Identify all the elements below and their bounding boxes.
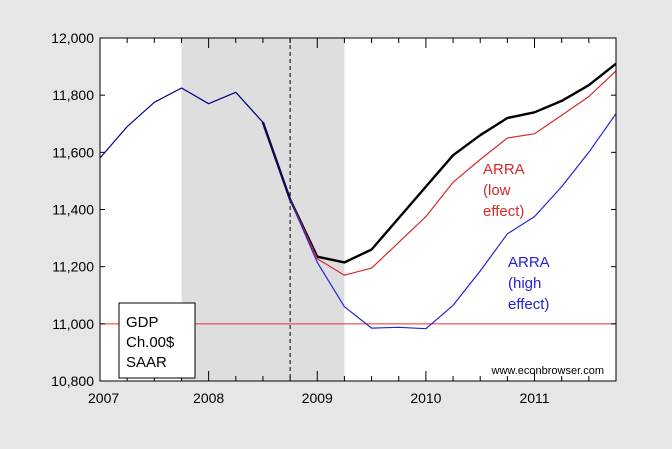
recession-shading [181,38,345,381]
y-tick-label: 11,200 [52,259,94,275]
annotation-high-line: effect) [508,296,549,313]
y-tick-label: 11,600 [52,144,94,160]
y-tick-label: 11,800 [52,87,94,103]
x-tick-label: 2008 [193,390,224,406]
y-tick-label: 11,000 [52,316,94,332]
series-line-0 [261,62,617,264]
series-line-3 [99,87,291,200]
x-tick-label: 2010 [410,390,441,406]
y-tick-label: 12,000 [51,30,94,46]
legend-box [118,302,196,379]
y-tick-label: 10,800 [51,373,94,389]
series-line-1 [262,70,617,276]
annotation-low-line: effect) [483,203,524,220]
annotation-low-line: ARRA [483,161,525,178]
legend-box-text: GDP [126,314,159,331]
series-line-2 [289,113,617,330]
annotation-high-line: (high [508,275,541,292]
annotation-high-line: ARRA [508,254,550,271]
legend-box-text: SAAR [126,354,167,371]
y-tick-label: 11,400 [52,202,94,218]
plot-border [99,37,617,382]
legend-box-text: Ch.00$ [126,334,175,351]
watermark-text: www.econbrowser.com [491,365,605,377]
x-tick-label: 2009 [302,390,333,406]
x-tick-label: 2007 [88,390,119,406]
x-tick-label: 2011 [519,390,549,406]
annotation-low-line: (low [483,182,511,199]
